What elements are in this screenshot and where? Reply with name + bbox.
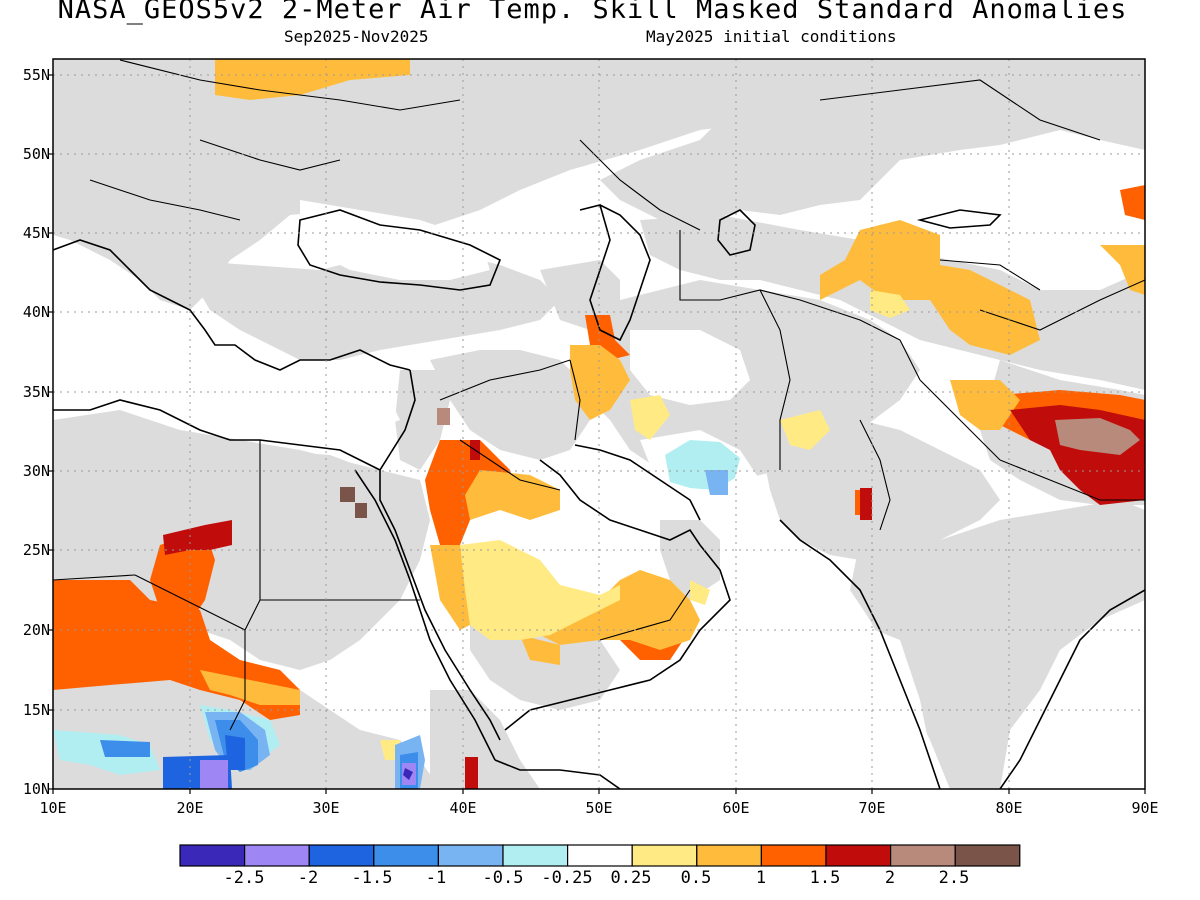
- lat-label-35n: 35N: [22, 383, 50, 401]
- lon-label-30e: 30E: [312, 799, 340, 817]
- colorbar: [179, 844, 1021, 867]
- lat-label-15n: 15N: [22, 701, 50, 719]
- axis-ticks: [48, 74, 1146, 794]
- colorbar-label: 2.5: [938, 868, 970, 888]
- coastline: [53, 204, 1145, 789]
- anomaly-patch-above-2.5: [340, 487, 367, 518]
- political-boundary: [53, 59, 1145, 731]
- lon-label-90e: 90E: [1131, 799, 1159, 817]
- colorbar-label: -1.5: [351, 868, 393, 888]
- lon-label-80e: 80E: [995, 799, 1023, 817]
- colorbar-swatch: [373, 844, 439, 867]
- lon-label-40e: 40E: [449, 799, 477, 817]
- lat-label-50n: 50N: [22, 145, 50, 163]
- colorbar-label: -0.25: [541, 868, 593, 888]
- lat-label-20n: 20N: [22, 621, 50, 639]
- colorbar-swatch: [179, 844, 246, 867]
- valid-period: Sep2025-Nov2025: [284, 27, 429, 46]
- lat-label-25n: 25N: [22, 541, 50, 559]
- lat-label-30n: 30N: [22, 462, 50, 480]
- colorbar-swatch: [696, 844, 762, 867]
- anomaly-patch-0.25-0.5: [380, 290, 910, 760]
- colorbar-swatch: [566, 844, 633, 867]
- lat-label-45n: 45N: [22, 224, 50, 242]
- lon-label-10e: 10E: [39, 799, 67, 817]
- anomaly-patch-2-2.5: [437, 408, 1140, 455]
- colorbar-label: -2: [297, 868, 319, 888]
- colorbar-swatch: [631, 844, 698, 867]
- colorbar-swatch: [825, 844, 892, 867]
- initial-conditions: May2025 initial conditions: [646, 27, 897, 46]
- lat-label-10n: 10N: [22, 780, 50, 798]
- lon-label-70e: 70E: [858, 799, 886, 817]
- colorbar-swatch: [889, 844, 956, 867]
- colorbar-swatch: [437, 844, 504, 867]
- graticule: [53, 59, 1145, 789]
- colorbar-label: -1: [425, 868, 447, 888]
- colorbar-label: 1.5: [809, 868, 841, 888]
- colorbar-swatch: [244, 844, 310, 867]
- colorbar-label: 0.25: [610, 868, 652, 888]
- lon-label-50e: 50E: [585, 799, 613, 817]
- lat-label-40n: 40N: [22, 303, 50, 321]
- chart-title: NASA_GEOS5v2 2-Meter Air Temp. Skill Mas…: [57, 0, 1128, 25]
- lat-label-55n: 55N: [22, 66, 50, 84]
- colorbar-swatch: [760, 844, 827, 867]
- anomaly-patch-neg2.5: [403, 768, 413, 780]
- colorbar-label: 0.5: [680, 868, 712, 888]
- colorbar-swatch: [502, 844, 569, 867]
- anomaly-patch-0.5-1: [200, 59, 1145, 705]
- lon-label-60e: 60E: [722, 799, 750, 817]
- colorbar-label: 1: [755, 868, 767, 888]
- colorbar-swatch: [954, 844, 1021, 867]
- colorbar-label: -0.5: [482, 868, 524, 888]
- colorbar-label: -2.5: [223, 868, 265, 888]
- colorbar-label: 2: [884, 868, 896, 888]
- colorbar-swatch: [308, 844, 375, 867]
- lon-label-20e: 20E: [176, 799, 204, 817]
